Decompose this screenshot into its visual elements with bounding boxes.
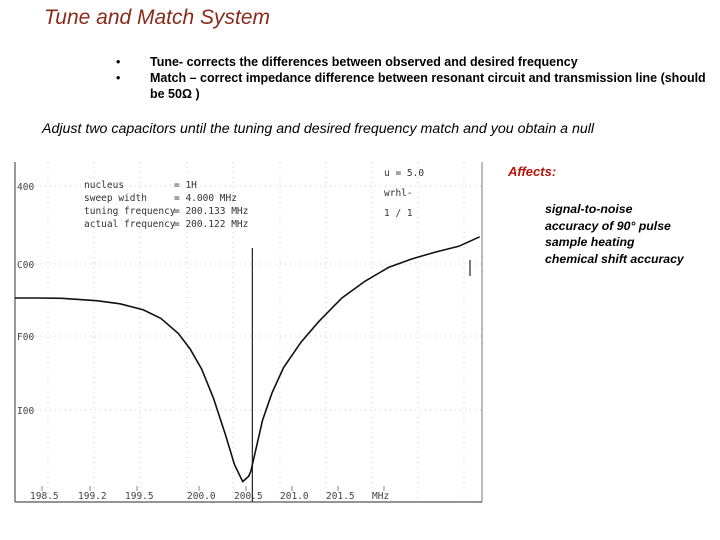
param-label: actual frequency bbox=[84, 219, 176, 230]
param-label: nucleus bbox=[84, 180, 124, 191]
y-tick-label: F00 bbox=[17, 332, 34, 343]
y-tick-label: 400 bbox=[17, 182, 34, 193]
param-label: sweep width bbox=[84, 193, 147, 204]
screen-readout: wrhl- bbox=[384, 188, 413, 199]
tuning-screen: 400 C00 F00 I00 198.5 199.2 199.5 200.0 200.5 201… bbox=[12, 160, 486, 506]
x-tick-label: 199.5 bbox=[125, 491, 154, 502]
bullet-match: • Match – correct impedance difference b… bbox=[116, 70, 706, 102]
x-tick-label: 198.5 bbox=[30, 491, 59, 502]
screen-readout: 1 / 1 bbox=[384, 208, 413, 219]
x-tick-label: 201.5 bbox=[326, 491, 355, 502]
y-tick-label: C00 bbox=[17, 260, 34, 271]
x-tick-label: 201.0 bbox=[280, 491, 309, 502]
tuning-curve-line bbox=[15, 236, 481, 483]
affects-item: sample heating bbox=[545, 235, 635, 249]
param-label: tuning frequency bbox=[84, 206, 176, 217]
param-value: = 200.122 MHz bbox=[174, 219, 248, 230]
bullet-text: Match – correct impedance difference bet… bbox=[150, 71, 706, 101]
bullet-tune: • Tune- corrects the differences between… bbox=[116, 54, 706, 70]
x-tick-label: MHz bbox=[372, 491, 389, 502]
y-tick-label: I00 bbox=[17, 406, 34, 417]
affects-list: signal-to-noise accuracy of 90° pulse sa… bbox=[545, 201, 684, 267]
tuning-curve-plot: 400 C00 F00 I00 198.5 199.2 199.5 200.0 200.5 201… bbox=[12, 160, 486, 506]
affects-heading: Affects: bbox=[508, 164, 557, 179]
subtitle: Adjust two capacitors until the tuning a… bbox=[42, 121, 595, 137]
bullet-list: • Tune- corrects the differences between… bbox=[116, 54, 706, 102]
x-tick-label: 199.2 bbox=[78, 491, 107, 502]
screen-readout: u = 5.0 bbox=[384, 168, 424, 179]
param-value: = 200.133 MHz bbox=[174, 206, 248, 217]
affects-item: accuracy of 90° pulse bbox=[545, 218, 671, 233]
affects-item: signal-to-noise bbox=[545, 202, 633, 216]
affects-item: chemical shift accuracy bbox=[545, 251, 684, 266]
param-value: = 1H bbox=[174, 180, 197, 191]
x-tick-label: 200.0 bbox=[187, 491, 216, 502]
x-tick-label: 200.5 bbox=[234, 491, 263, 502]
bullet-marker: • bbox=[116, 71, 121, 85]
param-value: = 4.000 MHz bbox=[174, 193, 237, 204]
bullet-text: Tune- corrects the differences between o… bbox=[150, 55, 578, 69]
bullet-marker: • bbox=[116, 55, 121, 69]
slide-title: Tune and Match System bbox=[44, 6, 271, 29]
